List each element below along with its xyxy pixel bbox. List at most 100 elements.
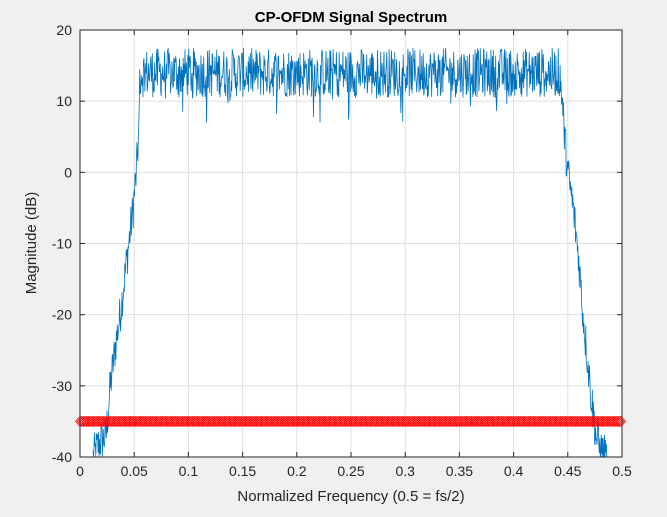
marker-point	[337, 415, 348, 428]
marker-point	[404, 415, 415, 428]
marker-point	[437, 415, 448, 428]
marker-point	[222, 415, 233, 428]
marker-point	[399, 415, 410, 428]
marker-point	[441, 415, 452, 428]
marker-point	[560, 415, 571, 428]
marker-point	[483, 415, 494, 428]
marker-point	[174, 415, 185, 428]
marker-point	[111, 415, 123, 428]
marker-point	[101, 415, 112, 428]
marker-point	[269, 415, 280, 428]
marker-point	[486, 415, 497, 428]
marker-point	[98, 415, 109, 428]
marker-point	[242, 415, 254, 428]
marker-point	[429, 415, 440, 428]
marker-point	[478, 415, 489, 428]
marker-point	[209, 415, 220, 428]
marker-point	[175, 415, 186, 428]
marker-point	[311, 415, 322, 428]
marker-point	[108, 415, 119, 428]
marker-point	[407, 415, 418, 428]
marker-point	[570, 415, 581, 428]
marker-point	[444, 415, 455, 428]
marker-point	[599, 415, 610, 428]
marker-point	[110, 415, 121, 428]
marker-point	[538, 415, 549, 428]
marker-point	[449, 415, 460, 428]
marker-point	[125, 415, 136, 428]
marker-point	[231, 415, 242, 428]
x-tick-label: 0.35	[446, 463, 473, 479]
marker-point	[505, 415, 516, 428]
x-axis-label: Normalized Frequency (0.5 = fs/2)	[237, 488, 464, 505]
marker-point	[330, 415, 341, 428]
marker-point	[106, 415, 117, 428]
marker-point	[353, 415, 364, 428]
marker-point	[239, 415, 250, 428]
marker-point	[466, 415, 477, 428]
marker-point	[479, 415, 490, 428]
marker-point	[202, 415, 213, 428]
marker-point	[481, 415, 492, 428]
marker-point	[489, 415, 501, 428]
marker-point	[88, 415, 99, 428]
marker-point	[597, 415, 608, 428]
marker-point	[116, 415, 128, 428]
marker-point	[537, 415, 548, 428]
marker-point	[207, 415, 218, 428]
marker-point	[86, 415, 97, 428]
marker-point	[424, 415, 435, 428]
marker-point	[227, 415, 238, 428]
marker-point	[244, 415, 255, 428]
marker-point	[90, 415, 101, 428]
marker-point	[567, 415, 578, 428]
marker-point	[508, 415, 519, 428]
marker-point	[394, 415, 405, 428]
marker-point	[180, 415, 191, 428]
marker-point	[439, 415, 450, 428]
marker-point	[612, 415, 623, 428]
marker-point	[409, 415, 420, 428]
marker-point	[249, 415, 260, 428]
marker-point	[432, 415, 443, 428]
y-axis-label: Magnitude (dB)	[23, 192, 40, 295]
marker-point	[345, 415, 356, 428]
marker-point	[511, 415, 522, 428]
marker-point	[471, 415, 482, 428]
x-tick-label: 0.05	[121, 463, 148, 479]
marker-point	[253, 415, 264, 428]
marker-point	[153, 415, 165, 428]
y-tick-label: 0	[64, 164, 72, 180]
marker-point	[389, 415, 400, 428]
marker-point	[76, 415, 87, 428]
marker-point	[557, 415, 568, 428]
marker-point	[610, 415, 622, 428]
marker-point	[461, 415, 472, 428]
marker-point	[476, 415, 487, 428]
marker-point	[190, 415, 201, 428]
marker-point	[315, 415, 326, 428]
marker-point	[85, 415, 96, 428]
marker-point	[414, 415, 425, 428]
marker-point	[368, 415, 380, 428]
marker-point	[256, 415, 267, 428]
marker-point	[296, 415, 307, 428]
marker-point	[135, 415, 146, 428]
marker-point	[584, 415, 595, 428]
marker-point	[402, 415, 413, 428]
marker-point	[122, 415, 133, 428]
marker-point	[214, 415, 225, 428]
marker-point	[246, 415, 257, 428]
marker-point	[533, 415, 544, 428]
marker-point	[577, 415, 588, 428]
marker-point	[123, 415, 134, 428]
marker-point	[303, 415, 314, 428]
marker-point	[397, 415, 408, 428]
marker-point	[187, 415, 198, 428]
marker-point	[365, 415, 376, 428]
marker-point	[382, 415, 393, 428]
marker-point	[236, 415, 247, 428]
marker-point	[530, 415, 541, 428]
marker-point	[528, 415, 539, 428]
